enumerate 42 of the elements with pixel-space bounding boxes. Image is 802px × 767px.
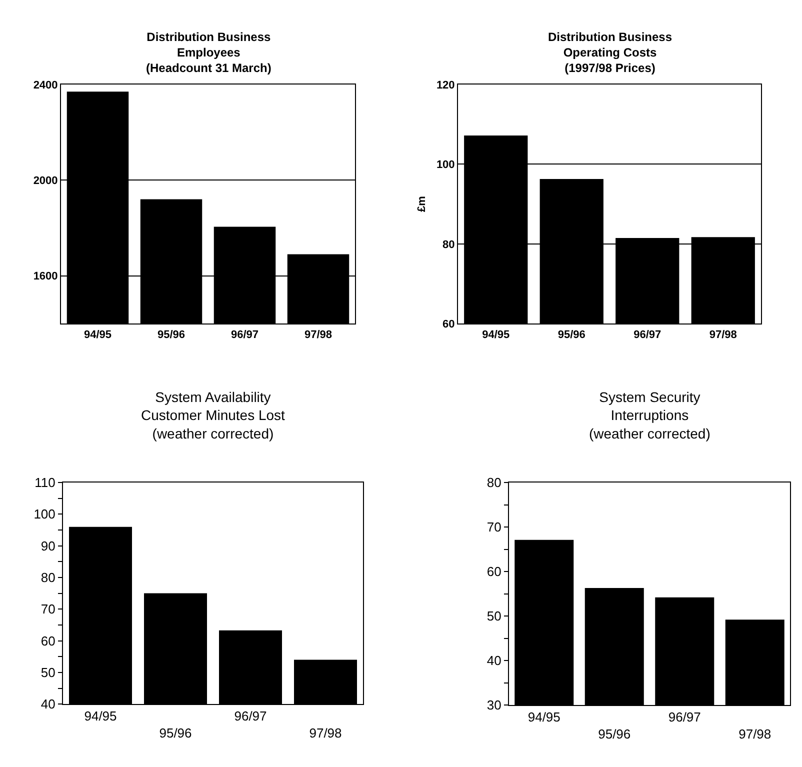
x-tick-label: 96/97	[230, 328, 259, 341]
y-tick-label: 80	[40, 570, 56, 586]
x-tick-label: 97/98	[738, 726, 772, 742]
y-tick-label: 100	[34, 506, 56, 522]
x-tick-label: 96/97	[234, 708, 267, 724]
y-tick-label: 80	[442, 238, 455, 251]
y-tick-label: 60	[40, 633, 56, 648]
chart-title: System Availability Customer Minutes Lost (weather corrected)	[141, 389, 286, 442]
y-tick-label: 120	[436, 79, 455, 92]
x-tick-label: 95/96	[157, 328, 186, 341]
x-tick-label: 94/95	[84, 328, 112, 341]
x-tick-label: 96/97	[634, 328, 662, 341]
chart-title: System Security Interruptions (weather corrected)	[589, 389, 710, 442]
chart-title: Distribution Business Employees (Headcount 31 March)	[146, 30, 272, 76]
x-tick-label: 94/95	[84, 708, 117, 724]
x-tick-label: 95/96	[598, 726, 631, 742]
y-tick-label: 80	[486, 475, 502, 490]
x-tick-label: 94/95	[528, 710, 560, 725]
y-tick-label: 70	[40, 602, 56, 617]
x-tick-label: 97/98	[304, 328, 332, 341]
y-tick-label: 60	[442, 318, 455, 331]
y-tick-label: 110	[34, 475, 56, 490]
y-tick-label: 60	[486, 564, 502, 580]
x-tick-label: 95/96	[558, 328, 586, 341]
y-tick-label: 70	[486, 520, 502, 535]
y-tick-label: 2000	[33, 174, 58, 187]
y-axis-title: £m	[416, 196, 428, 212]
y-tick-label: 50	[486, 608, 502, 624]
y-tick-label: 90	[40, 538, 56, 554]
x-tick-label: 96/97	[668, 710, 701, 725]
y-tick-label: 40	[486, 653, 502, 668]
y-tick-label: 100	[436, 159, 455, 172]
chart-title: Distribution Business Operating Costs (1997/98 Prices)	[548, 30, 672, 76]
y-tick-label: 30	[486, 698, 502, 713]
y-tick-label: 50	[40, 664, 56, 680]
x-tick-label: 97/98	[709, 328, 737, 341]
x-tick-label: 95/96	[159, 726, 192, 741]
y-tick-label: 2400	[33, 79, 58, 92]
y-tick-label: 40	[40, 696, 56, 712]
y-tick-label: 1600	[33, 270, 58, 283]
x-tick-label: 97/98	[309, 726, 342, 741]
x-tick-label: 94/95	[482, 328, 510, 341]
